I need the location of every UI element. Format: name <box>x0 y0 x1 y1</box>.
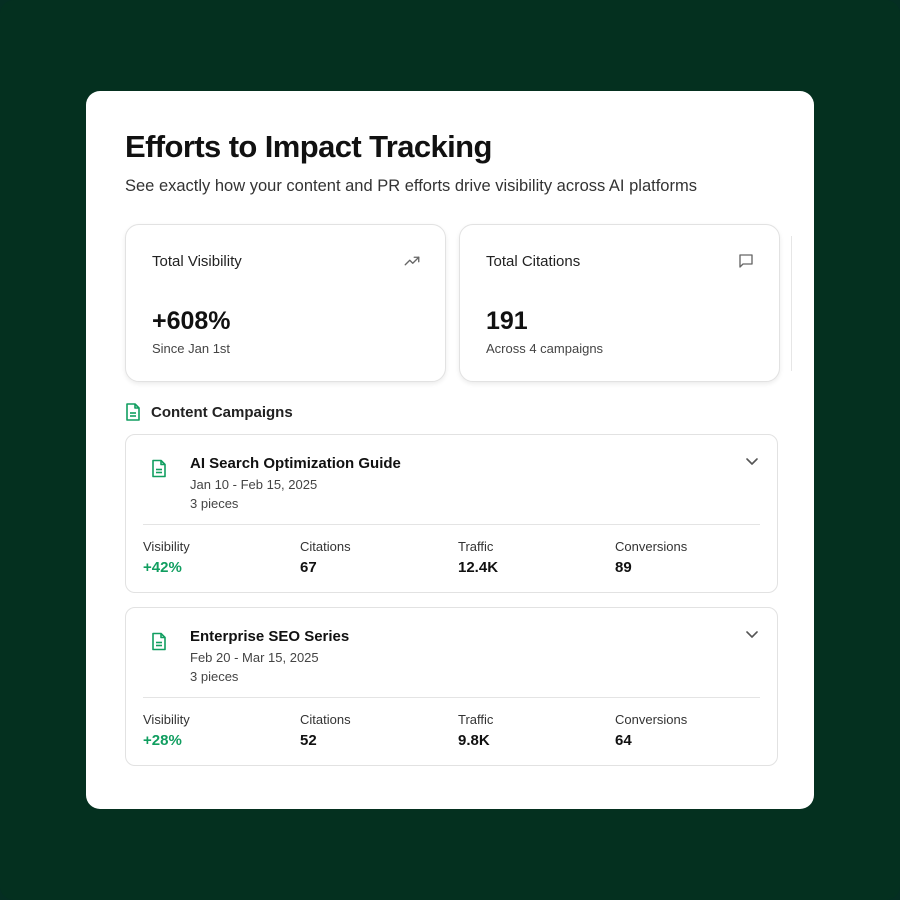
divider <box>143 697 760 698</box>
stat-subtext: Across 4 campaigns <box>486 341 604 356</box>
chevron-down-icon[interactable] <box>745 627 759 641</box>
metric-value: 12.4K <box>458 559 499 576</box>
metric-conversions: Conversions 64 <box>615 712 687 749</box>
metric-visibility: Visibility +28% <box>143 712 190 749</box>
metric-citations: Citations 52 <box>300 712 351 749</box>
campaign-dates: Feb 20 - Mar 15, 2025 <box>190 650 319 665</box>
stat-label: Total Citations <box>486 253 581 270</box>
metric-value: 64 <box>615 732 632 749</box>
metric-label: Traffic <box>458 712 494 727</box>
section-title: Content Campaigns <box>151 403 293 421</box>
metric-label: Visibility <box>143 712 190 727</box>
metric-value: +42% <box>143 559 182 576</box>
message-square-icon <box>739 254 753 268</box>
stat-subtext: Since Jan 1st <box>152 341 231 356</box>
metric-visibility: Visibility +42% <box>143 539 190 576</box>
next-card-edge <box>791 236 792 371</box>
metric-traffic: Traffic 9.8K <box>458 712 493 749</box>
metric-traffic: Traffic 12.4K <box>458 539 498 576</box>
campaign-pieces: 3 pieces <box>190 669 239 684</box>
campaign-name: AI Search Optimization Guide <box>190 455 401 472</box>
metric-value: 67 <box>300 559 317 576</box>
chevron-down-icon[interactable] <box>745 454 759 468</box>
metric-value: 52 <box>300 732 317 749</box>
metric-value: +28% <box>143 732 182 749</box>
metric-citations: Citations 67 <box>300 539 351 576</box>
total-visibility-card[interactable]: Total Visibility +608% Since Jan 1st <box>125 224 446 382</box>
document-icon <box>152 632 166 651</box>
metric-value: 9.8K <box>458 732 490 749</box>
metric-label: Conversions <box>615 539 688 554</box>
campaign-name: Enterprise SEO Series <box>190 628 350 645</box>
campaign-card[interactable]: AI Search Optimization Guide Jan 10 - Fe… <box>125 434 778 593</box>
campaign-dates: Jan 10 - Feb 15, 2025 <box>190 477 318 492</box>
campaign-pieces: 3 pieces <box>190 496 239 511</box>
trending-up-icon <box>404 256 420 266</box>
total-citations-card[interactable]: Total Citations 191 Across 4 campaigns <box>459 224 780 382</box>
campaign-card[interactable]: Enterprise SEO Series Feb 20 - Mar 15, 2… <box>125 607 778 766</box>
document-icon <box>152 459 166 478</box>
page-title: Efforts to Impact Tracking <box>125 129 492 164</box>
document-icon <box>126 403 140 421</box>
divider <box>143 524 760 525</box>
metric-label: Conversions <box>615 712 688 727</box>
metric-label: Citations <box>300 712 351 727</box>
metric-label: Visibility <box>143 539 190 554</box>
content-campaigns-header: Content Campaigns <box>125 401 293 423</box>
page-subtitle: See exactly how your content and PR effo… <box>125 177 697 195</box>
metric-value: 89 <box>615 559 632 576</box>
metric-label: Citations <box>300 539 351 554</box>
stat-value: +608% <box>152 307 231 335</box>
stat-value: 191 <box>486 307 528 335</box>
metric-label: Traffic <box>458 539 494 554</box>
metric-conversions: Conversions 89 <box>615 539 687 576</box>
stat-label: Total Visibility <box>152 253 242 270</box>
tracking-panel: Efforts to Impact Tracking See exactly h… <box>86 91 814 809</box>
